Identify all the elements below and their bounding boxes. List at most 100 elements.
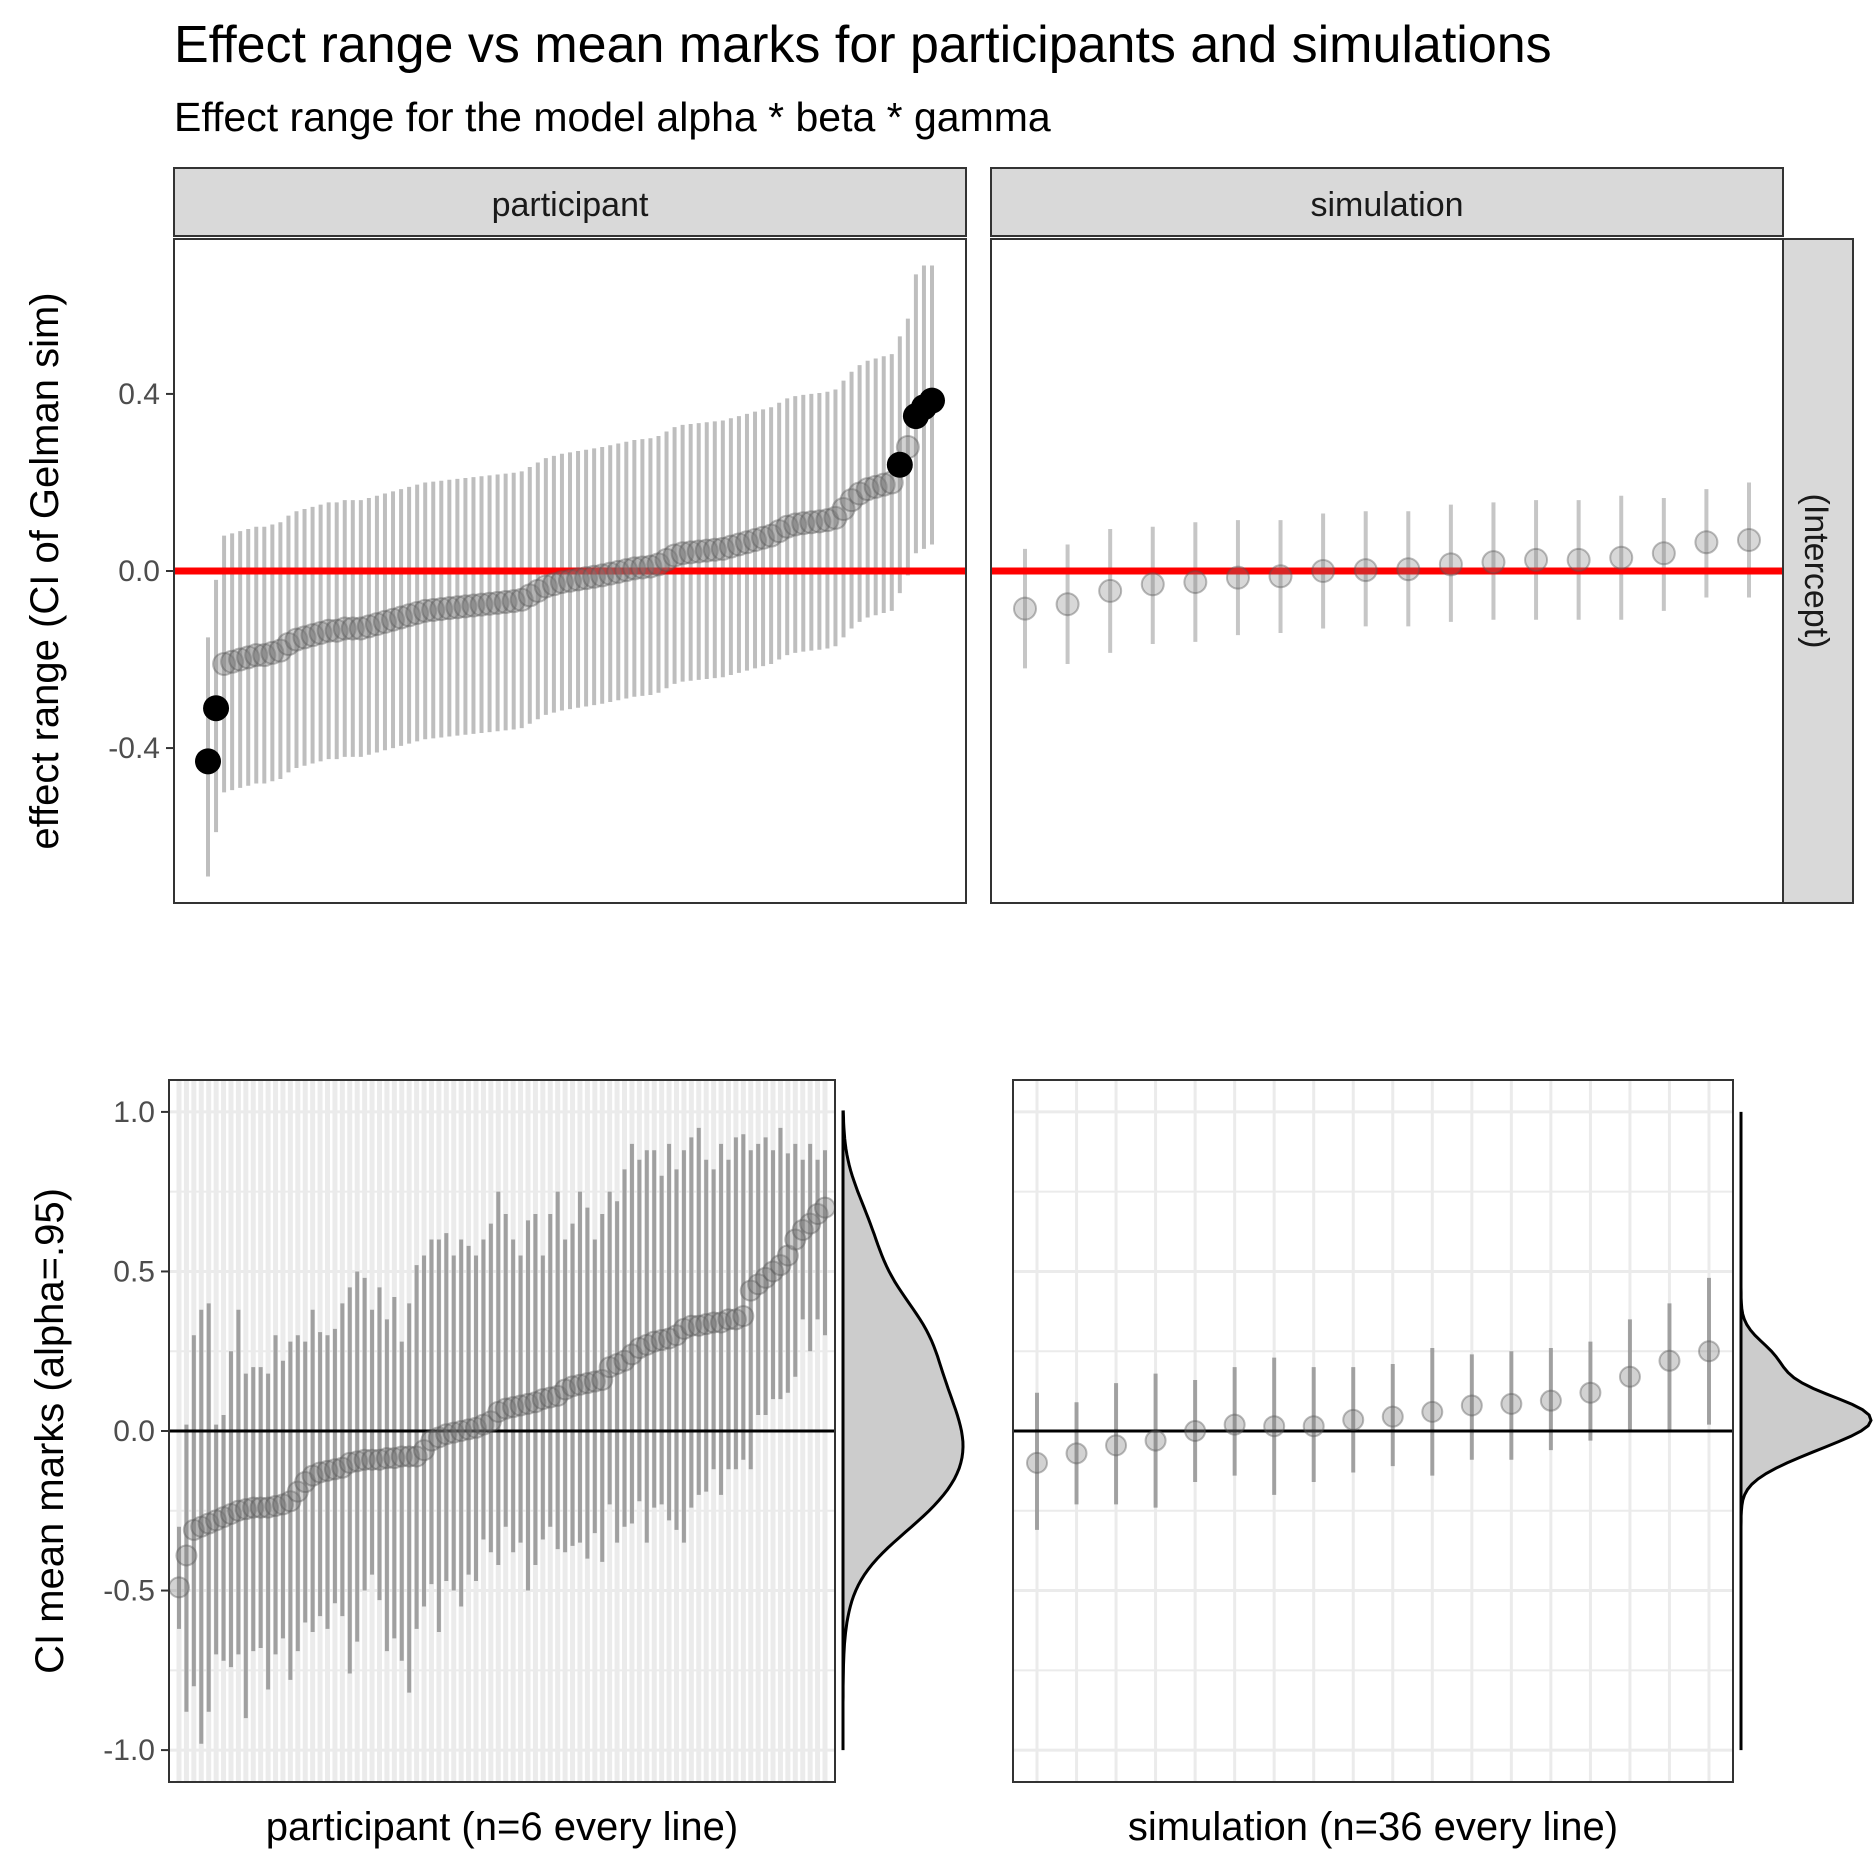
data-point [397,603,422,628]
data-point [807,509,832,534]
y-tick-label: -0.4 [108,732,160,765]
data-point [724,1308,747,1331]
data-point [576,1372,599,1395]
data-point [791,511,816,536]
data-point [1524,547,1549,572]
data-point [710,1311,733,1334]
data-point [212,1506,235,1529]
y-tick-label: 0.0 [118,555,160,588]
data-point [791,1218,814,1241]
data-point [1065,1442,1088,1465]
data-point [606,1352,629,1375]
data-point [687,1314,710,1337]
x-axis-title-bottom-left: participant (n=6 every line) [266,1805,738,1849]
data-point [442,1421,465,1444]
data-point [1013,596,1037,621]
data-point [686,539,711,564]
data-point [372,609,397,634]
data-point [364,612,389,637]
data-point [413,598,438,623]
data-point [654,547,679,572]
data-point [635,1333,658,1356]
data-point [622,556,647,581]
data-point [1225,565,1250,590]
y-tick-label: 0.0 [113,1415,155,1448]
data-point [348,616,373,641]
data-point [234,1498,257,1521]
data-point [1223,1413,1246,1436]
chart-subtitle: Effect range for the model alpha * beta … [174,94,1051,140]
data-point [421,597,446,622]
data-point [1140,572,1165,597]
facet-label-simulation: simulation [1310,186,1463,224]
data-point [346,1450,369,1473]
data-point [1396,557,1421,582]
panel-bottom-left: -1.0 -0.5 0.0 0.5 1.0 [103,1079,965,1783]
data-point [516,1392,539,1415]
points-simulation-marks [1026,1340,1720,1474]
data-point [260,640,285,665]
highlight-point [203,695,230,722]
data-point [461,593,486,618]
y-tick-label: 0.5 [113,1255,155,1288]
data-point [437,596,462,621]
data-point [582,564,607,589]
data-point [754,1266,777,1289]
data-point [590,563,615,588]
highlight-point [886,451,913,478]
data-point [702,1311,725,1334]
data-point [453,594,478,619]
data-point [469,592,494,617]
data-point [338,1451,361,1474]
data-point [375,1447,398,1470]
data-point [566,567,591,592]
data-point [236,645,261,670]
data-point [405,1445,428,1468]
data-point [670,541,695,566]
data-point [493,589,518,614]
data-point [806,1203,829,1226]
data-point [477,591,502,616]
data-point [1421,1400,1444,1423]
data-point [264,1494,287,1517]
data-point [389,605,414,630]
data-point [815,508,840,533]
data-point [1579,1381,1602,1404]
data-point [717,1308,740,1331]
data-point [427,1426,450,1449]
x-axis-title-bottom-right: simulation (n=36 every line) [1128,1805,1618,1849]
data-point [531,1388,554,1411]
data-point [301,1464,324,1487]
data-point [583,1370,606,1393]
data-point [1694,530,1719,555]
data-point [823,505,848,530]
data-point [294,1471,317,1494]
data-point [775,514,800,539]
data-point [546,1384,569,1407]
data-point [284,627,309,652]
points-participant-marks [168,1196,836,1599]
y-axis-title-top: effect range (CI of Gelman sim) [23,292,67,849]
data-point [628,1337,651,1360]
facet-strip-participant [173,167,967,237]
data-point [472,1413,495,1436]
points-participant [195,387,945,775]
data-point [799,510,824,535]
data-point [814,1196,836,1219]
data-point [799,1212,822,1235]
data-point [457,1418,480,1441]
data-point [368,1448,391,1471]
data-point [847,481,872,506]
data-point [435,1423,458,1446]
data-point [620,1343,643,1366]
data-point [650,1329,673,1352]
panel-top-left: -0.4 0.0 0.4 [108,238,967,904]
data-point [732,1305,755,1328]
data-point [190,1515,213,1538]
data-point [694,538,719,563]
row-strip-intercept [1782,238,1854,904]
data-point [244,643,269,668]
data-point [286,1480,309,1503]
data-point [662,543,687,568]
